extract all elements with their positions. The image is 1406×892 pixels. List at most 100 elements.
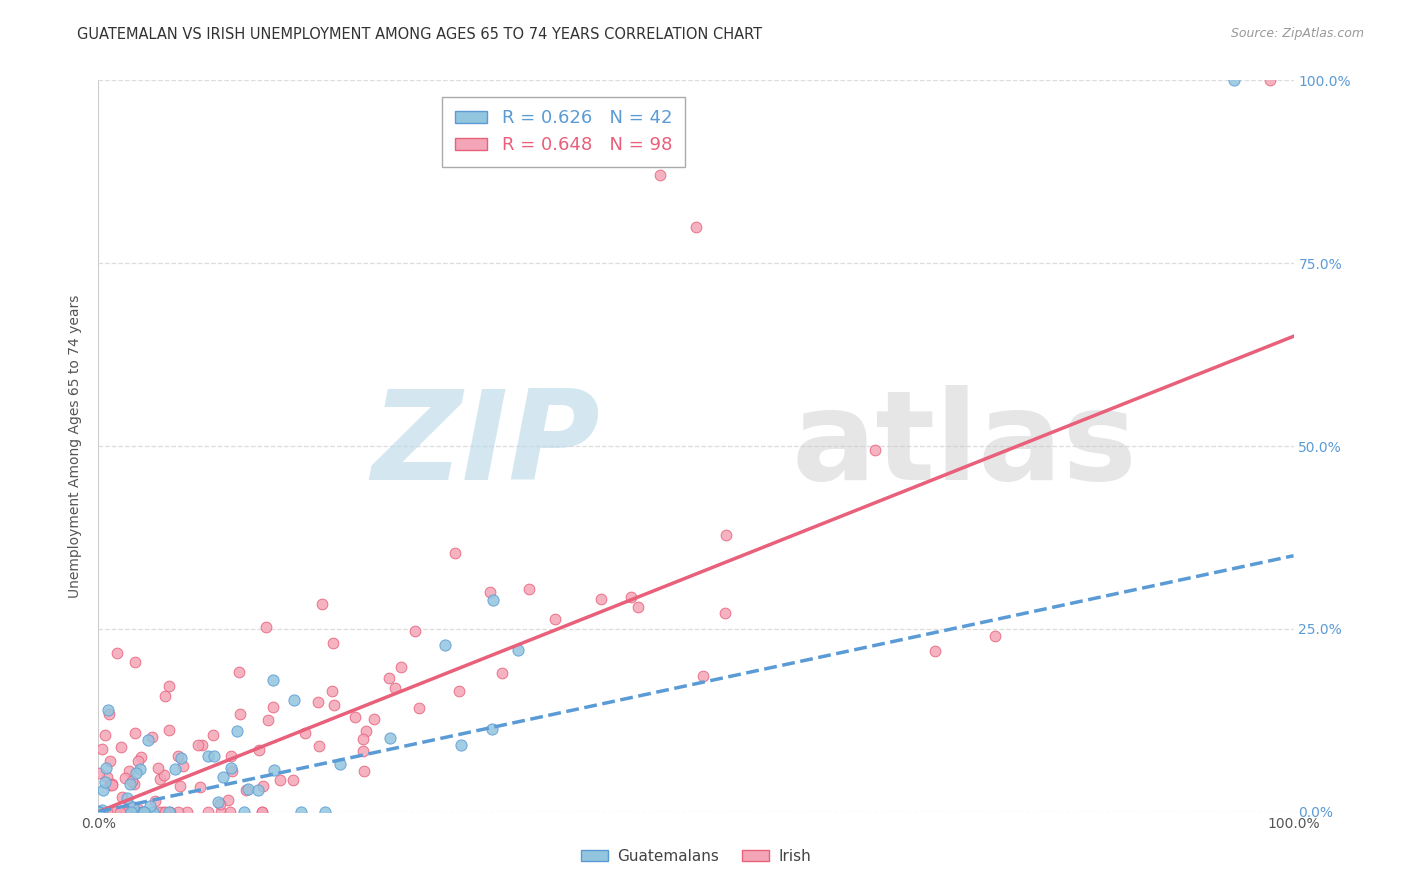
Point xyxy=(118,798,141,813)
Point xyxy=(91,742,114,756)
Point xyxy=(155,689,177,703)
Point xyxy=(93,728,115,742)
Point xyxy=(221,764,243,778)
Point xyxy=(250,805,273,819)
Point xyxy=(132,805,155,819)
Point xyxy=(408,701,430,715)
Point xyxy=(91,803,114,817)
Point xyxy=(152,805,174,819)
Point xyxy=(129,750,152,764)
Point xyxy=(209,805,232,819)
Point xyxy=(250,805,273,819)
Point xyxy=(98,706,121,721)
Point xyxy=(127,805,149,819)
Point xyxy=(262,700,284,714)
Point xyxy=(114,772,136,786)
Point xyxy=(142,805,165,819)
Point xyxy=(389,659,412,673)
Point xyxy=(122,800,145,814)
Point xyxy=(207,796,229,810)
Point xyxy=(91,783,114,797)
Point xyxy=(384,681,406,695)
Point xyxy=(247,743,270,757)
Point xyxy=(329,756,352,771)
Point xyxy=(235,782,257,797)
Point xyxy=(101,778,124,792)
Point xyxy=(201,728,224,742)
Point xyxy=(115,791,138,805)
Point xyxy=(450,739,472,753)
Point xyxy=(121,773,143,788)
Point xyxy=(321,684,343,698)
Point xyxy=(96,770,118,784)
Point xyxy=(157,723,180,738)
Point xyxy=(141,730,163,744)
Point xyxy=(685,219,707,234)
Point xyxy=(232,805,254,819)
Point xyxy=(111,790,134,805)
Point xyxy=(110,805,132,819)
Point xyxy=(323,698,346,713)
Point xyxy=(254,620,277,634)
Point xyxy=(924,644,946,658)
Point xyxy=(172,759,194,773)
Point xyxy=(650,169,672,183)
Point xyxy=(121,805,143,819)
Point xyxy=(219,749,242,764)
Point xyxy=(149,772,172,787)
Point xyxy=(308,739,330,753)
Point xyxy=(134,805,156,819)
Point xyxy=(143,794,166,808)
Point xyxy=(263,763,285,777)
Point xyxy=(212,770,235,784)
Point xyxy=(865,442,887,457)
Point xyxy=(104,805,127,819)
Point xyxy=(124,777,146,791)
Text: ZIP: ZIP xyxy=(371,385,600,507)
Point xyxy=(89,766,111,780)
Point xyxy=(506,642,529,657)
Point xyxy=(343,710,366,724)
Text: atlas: atlas xyxy=(792,385,1137,507)
Point xyxy=(136,733,159,747)
Point xyxy=(146,761,169,775)
Point xyxy=(294,726,316,740)
Point xyxy=(247,782,270,797)
Point xyxy=(167,748,190,763)
Point xyxy=(128,762,150,776)
Point xyxy=(447,684,470,698)
Point xyxy=(105,646,128,660)
Point xyxy=(434,638,457,652)
Point xyxy=(176,805,198,819)
Point xyxy=(444,546,467,560)
Point xyxy=(307,695,329,709)
Point xyxy=(352,731,374,746)
Point xyxy=(118,764,141,779)
Point xyxy=(170,751,193,765)
Point xyxy=(482,592,505,607)
Point xyxy=(202,749,225,764)
Point xyxy=(124,655,146,669)
Point xyxy=(124,726,146,740)
Point xyxy=(188,780,211,794)
Point xyxy=(169,779,191,793)
Point xyxy=(352,744,374,758)
Point xyxy=(692,669,714,683)
Point xyxy=(311,598,333,612)
Point xyxy=(620,590,643,604)
Point xyxy=(101,777,124,791)
Point xyxy=(159,805,181,819)
Point xyxy=(153,805,176,819)
Point xyxy=(139,798,162,813)
Point xyxy=(322,636,344,650)
Point xyxy=(591,591,613,606)
Point xyxy=(152,768,174,782)
Point xyxy=(228,665,250,679)
Point xyxy=(191,739,214,753)
Point xyxy=(283,692,305,706)
Point xyxy=(378,731,401,746)
Point xyxy=(1223,73,1246,87)
Point xyxy=(716,528,738,542)
Y-axis label: Unemployment Among Ages 65 to 74 years: Unemployment Among Ages 65 to 74 years xyxy=(69,294,83,598)
Point xyxy=(197,748,219,763)
